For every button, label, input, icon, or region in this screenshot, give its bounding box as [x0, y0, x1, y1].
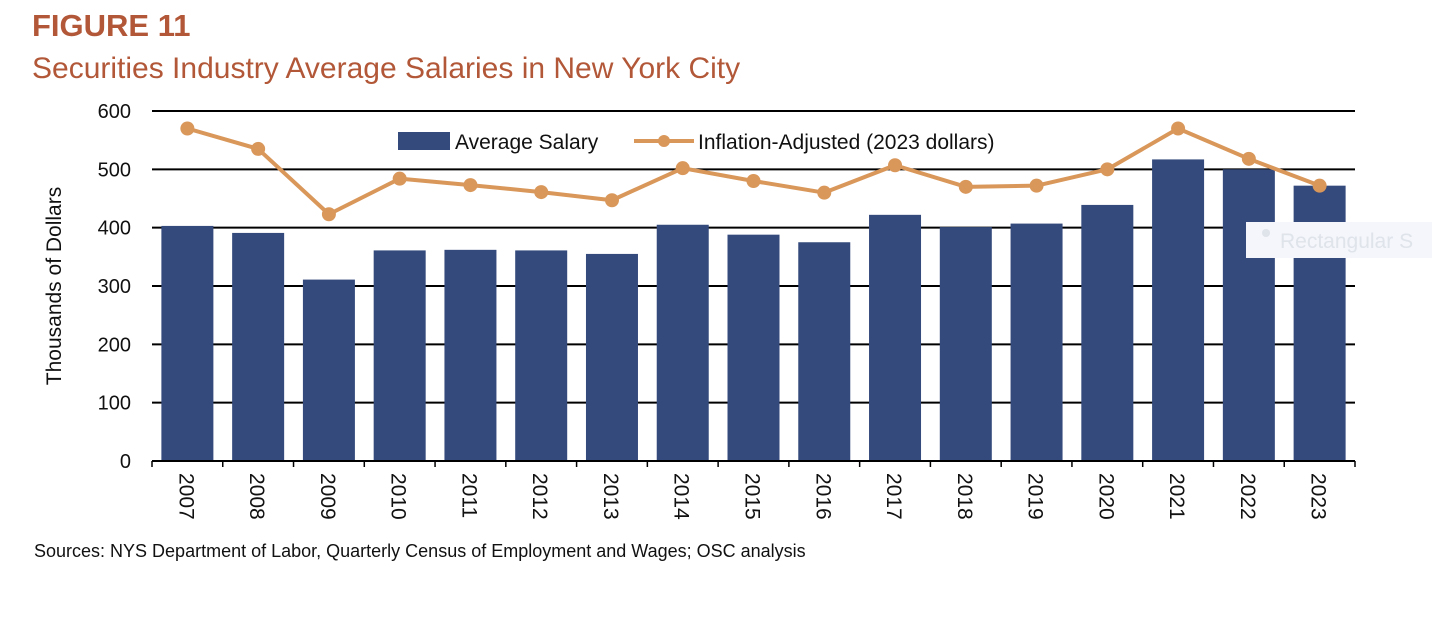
bar: [1081, 204, 1134, 461]
source-note: Sources: NYS Department of Labor, Quarte…: [34, 541, 806, 561]
bar: [302, 279, 355, 461]
line-point: [817, 185, 832, 200]
y-tick-label: 300: [98, 276, 131, 298]
bar: [585, 253, 638, 461]
x-tick-label: 2021: [1165, 473, 1188, 520]
x-tick-label: 2018: [953, 473, 976, 520]
bar: [939, 227, 992, 461]
legend-swatch-marker: [658, 135, 670, 147]
tick-labels: 0 100 200 300 400 500 600 2007 2008 2009 2010 2011 2…: [43, 101, 1330, 520]
line-point: [1312, 178, 1327, 193]
legend-label-bar: Average Salary: [455, 131, 599, 154]
chart: 0 100 200 300 400 500 600 2007 2008 2009 2010 2011 2…: [43, 101, 1356, 520]
x-tick-label: 2012: [528, 473, 551, 520]
bar: [373, 250, 426, 461]
line-point: [958, 179, 973, 194]
x-tick-label: 2010: [387, 473, 410, 520]
legend-swatch-bar: [398, 132, 450, 150]
x-tick-label: 2009: [316, 473, 339, 520]
y-tick-label: 500: [98, 159, 131, 181]
x-tick-label: 2017: [882, 473, 905, 520]
line-point: [888, 158, 903, 173]
line-point: [463, 178, 478, 193]
ghost-tooltip: Rectangular S: [1246, 222, 1432, 258]
y-tick-label: 400: [98, 218, 131, 240]
x-tick-label: 2016: [811, 473, 834, 520]
y-tick-label: 600: [98, 101, 131, 123]
y-tick-label: 100: [98, 393, 131, 415]
bar: [1152, 159, 1205, 461]
line-series: [180, 121, 1327, 222]
line-point: [321, 207, 336, 222]
figure-label: FIGURE 11: [32, 8, 191, 43]
line-point: [1100, 162, 1115, 177]
line-point: [251, 141, 266, 156]
line-point: [746, 174, 761, 188]
bar: [1010, 223, 1063, 461]
line-point: [1171, 121, 1186, 136]
x-tick-label: 2014: [670, 473, 693, 520]
x-tick-label: 2011: [457, 473, 480, 518]
x-tick-label: 2008: [245, 473, 268, 520]
x-tick-label: 2013: [599, 473, 622, 520]
ghost-tooltip-label: Rectangular S: [1280, 230, 1414, 253]
x-tick-label: 2015: [741, 473, 764, 520]
x-tick-label: 2020: [1094, 473, 1117, 520]
legend-label-line: Inflation-Adjusted (2023 dollars): [698, 131, 995, 154]
bar: [727, 234, 780, 461]
line-point: [675, 161, 690, 176]
x-tick-label: 2019: [1024, 473, 1047, 520]
chart-title: Securities Industry Average Salaries in …: [32, 52, 741, 85]
line-point: [1241, 151, 1256, 166]
bar: [656, 224, 709, 461]
bar-series: [161, 159, 1346, 462]
line-point: [534, 185, 549, 200]
bar: [798, 242, 851, 461]
line-point: [604, 193, 619, 208]
x-tick-label: 2007: [174, 473, 197, 520]
bar: [444, 249, 497, 461]
legend: Average Salary Inflation-Adjusted (2023 d…: [398, 131, 995, 154]
x-tick-label: 2022: [1236, 473, 1259, 520]
bar: [161, 225, 214, 461]
y-tick-label: 200: [98, 334, 131, 356]
axes: [151, 460, 1356, 467]
line-point: [1029, 178, 1044, 193]
bar: [1222, 169, 1275, 462]
bar: [869, 214, 922, 461]
x-tick-label: 2023: [1307, 473, 1330, 520]
bar: [515, 250, 568, 461]
y-axis-title: Thousands of Dollars: [43, 187, 66, 385]
line-point: [392, 171, 407, 186]
ghost-dot-icon: [1262, 229, 1270, 238]
bar: [232, 232, 285, 461]
y-tick-label: 0: [120, 451, 131, 473]
line-point: [180, 121, 195, 136]
